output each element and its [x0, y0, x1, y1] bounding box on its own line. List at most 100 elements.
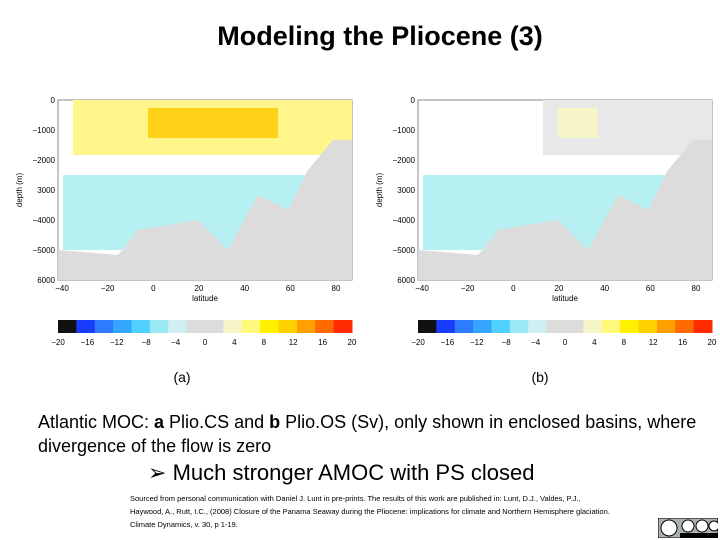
- colorbar-cell: [186, 320, 206, 333]
- x-tick-label: 40: [240, 284, 249, 293]
- source: Sourced from personal communication with…: [130, 492, 670, 531]
- y-tick-label: 3000: [397, 186, 415, 195]
- text: Plio.CS and: [164, 412, 270, 432]
- y-axis-label: depth (m): [15, 173, 24, 208]
- topography: [58, 140, 352, 280]
- colorbar-cell: [638, 320, 658, 333]
- colorbar-tick-label: −4: [171, 338, 181, 347]
- text: Much stronger AMOC with PS closed: [172, 460, 535, 485]
- text: Plio.OS (Sv), only shown in enclosed bas…: [38, 412, 697, 456]
- colorbar-cell: [473, 320, 492, 333]
- colorbar-cell: [94, 320, 114, 333]
- colorbar-tick-label: −8: [502, 338, 512, 347]
- colorbar-cell: [601, 320, 621, 333]
- x-tick-label: −40: [415, 284, 429, 293]
- colorbar-tick-label: 16: [318, 338, 327, 347]
- colorbar-cell: [418, 320, 437, 333]
- x-tick-label: 0: [511, 284, 516, 293]
- text: a: [154, 412, 165, 432]
- colorbar-cell: [205, 320, 224, 333]
- colorbar-tick-label: 4: [592, 338, 597, 347]
- colorbar-cell: [149, 320, 169, 333]
- y-tick-label: 3000: [37, 186, 55, 195]
- y-tick-label: −4000: [33, 216, 56, 225]
- colorbar-cell: [693, 320, 713, 333]
- colorbar-cell: [491, 320, 511, 333]
- colorbar-cell: [436, 320, 456, 333]
- text: Sourced from personal communication with…: [130, 494, 581, 503]
- colorbar-cell: [509, 320, 529, 333]
- colorbar-tick-label: 4: [232, 338, 237, 347]
- colorbar-tick-label: −16: [441, 338, 455, 347]
- topography: [418, 140, 712, 280]
- x-tick-label: 60: [286, 284, 295, 293]
- colorbar-cell: [296, 320, 316, 333]
- x-tick-label: 20: [555, 284, 564, 293]
- colorbar-cell: [565, 320, 584, 333]
- text: Atlantic MOC:: [38, 412, 155, 432]
- core: [558, 108, 598, 138]
- colorbar-cell: [223, 320, 243, 333]
- colorbar-cell: [131, 320, 151, 333]
- x-axis-label: latitude: [552, 294, 578, 303]
- x-tick-label: −20: [101, 284, 115, 293]
- colorbar-tick-label: −20: [51, 338, 65, 347]
- colorbar-tick-label: −16: [81, 338, 95, 347]
- colorbar-cell: [333, 320, 353, 333]
- y-tick-label: 0: [51, 96, 56, 105]
- colorbar-cell: [656, 320, 676, 333]
- colorbar-cell: [168, 320, 188, 333]
- y-tick-label: −5000: [33, 246, 56, 255]
- colorbar-tick-label: 8: [262, 338, 267, 347]
- x-tick-label: 60: [646, 284, 655, 293]
- y-tick-label: −2000: [393, 156, 416, 165]
- colorbar-tick-label: 8: [622, 338, 627, 347]
- y-tick-label: 0: [411, 96, 416, 105]
- colorbar-cell: [620, 320, 639, 333]
- panel-caption: (b): [531, 369, 548, 385]
- description: Atlantic MOC: a Plio.CS and b Plio.OS (S…: [38, 410, 698, 458]
- y-tick-label: −2000: [33, 156, 56, 165]
- colorbar-cell: [113, 320, 132, 333]
- colorbar-cell: [278, 320, 298, 333]
- colorbar-cell: [241, 320, 261, 333]
- y-tick-label: 6000: [397, 276, 415, 285]
- panel-caption: (a): [173, 369, 190, 385]
- x-tick-label: 0: [151, 284, 156, 293]
- cc-badge: [658, 518, 718, 538]
- y-tick-label: −5000: [393, 246, 416, 255]
- text: Haywood, A., Rutt, I.C., (2008) Closure …: [130, 507, 610, 516]
- colorbar-tick-label: −20: [411, 338, 425, 347]
- colorbar-tick-label: 12: [649, 338, 658, 347]
- y-tick-label: −1000: [393, 126, 416, 135]
- core: [148, 108, 278, 138]
- colorbar-tick-label: −4: [531, 338, 541, 347]
- colorbar-tick-label: −12: [110, 338, 124, 347]
- x-axis-label: latitude: [192, 294, 218, 303]
- y-tick-label: −4000: [393, 216, 416, 225]
- x-tick-label: 20: [195, 284, 204, 293]
- colorbar-cell: [76, 320, 96, 333]
- colorbar-tick-label: 16: [678, 338, 687, 347]
- colorbar-cell: [454, 320, 474, 333]
- bullet: ➢ Much stronger AMOC with PS closed: [148, 460, 535, 486]
- figures: Modeling the Pliocene (3) depth (m) latit…: [15, 21, 717, 385]
- x-tick-label: 80: [332, 284, 341, 293]
- colorbar-cell: [260, 320, 279, 333]
- colorbar-tick-label: 20: [708, 338, 717, 347]
- y-tick-label: 6000: [37, 276, 55, 285]
- x-tick-label: 80: [692, 284, 701, 293]
- x-tick-label: 40: [600, 284, 609, 293]
- colorbar-cell: [315, 320, 335, 333]
- colorbar-tick-label: −12: [470, 338, 484, 347]
- x-tick-label: −40: [55, 284, 69, 293]
- colorbar-tick-label: 12: [289, 338, 298, 347]
- colorbar-cell: [546, 320, 566, 333]
- colorbar-tick-label: 0: [203, 338, 208, 347]
- slide-title: Modeling the Pliocene (3): [217, 21, 543, 51]
- colorbar-cell: [58, 320, 77, 333]
- text: b: [269, 412, 281, 432]
- colorbar-cell: [528, 320, 548, 333]
- y-tick-label: −1000: [33, 126, 56, 135]
